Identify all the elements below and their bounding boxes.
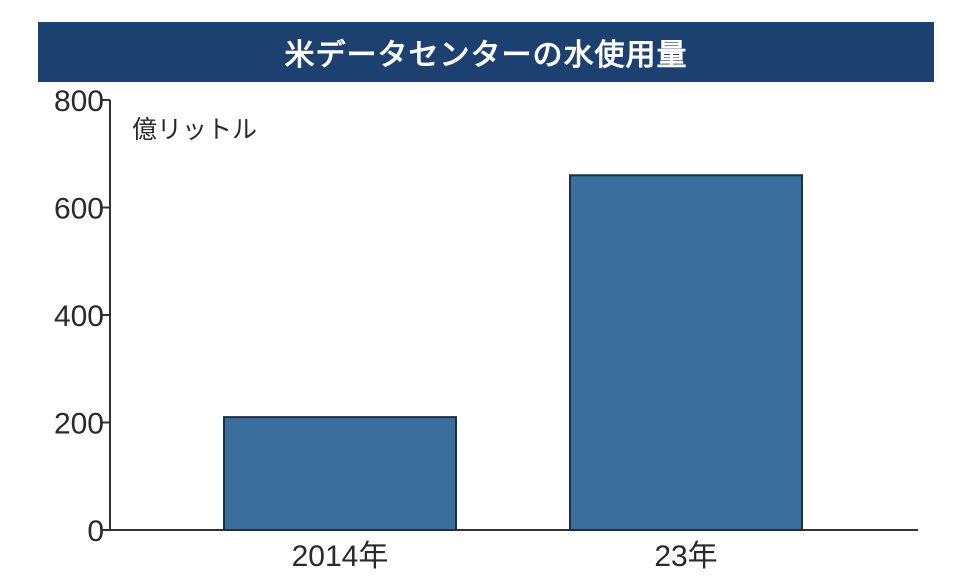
y-tick-label: 400: [54, 300, 104, 333]
y-tick-label: 600: [54, 193, 104, 226]
y-tick-label: 800: [54, 85, 104, 118]
bar: [223, 416, 457, 531]
y-axis-ticks: 0 200 400 600 800: [54, 85, 110, 548]
y-tick-label: 0: [87, 515, 104, 548]
bars: [223, 174, 803, 531]
x-tick-label: 2014年: [292, 540, 389, 573]
y-tick-label: 200: [54, 408, 104, 441]
bar: [569, 174, 803, 531]
chart-title: 米データセンターの水使用量: [38, 22, 934, 82]
x-tick-label: 23年: [654, 540, 717, 573]
y-axis-unit-label: 億リットル: [132, 115, 257, 144]
x-axis-labels: 2014年 23年: [292, 540, 718, 573]
